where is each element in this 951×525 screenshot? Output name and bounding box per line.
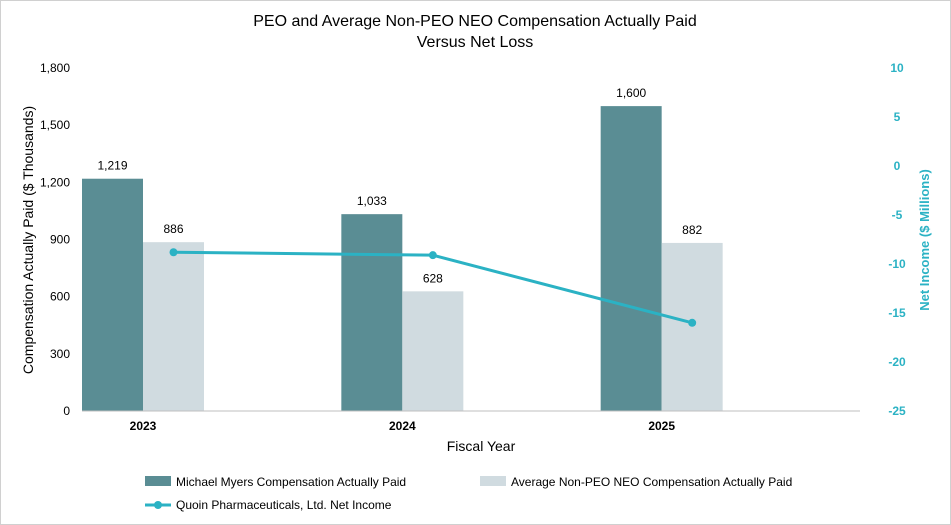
y-tick-label: 600 xyxy=(50,290,70,304)
legend-label-net-income: Quoin Pharmaceuticals, Ltd. Net Income xyxy=(176,498,392,512)
net-income-point-2025 xyxy=(688,318,697,327)
bar-average-non-peo-2025 xyxy=(661,242,723,411)
bar-data-label: 1,219 xyxy=(97,159,127,173)
y2-axis-title: Net Income ($ Millions) xyxy=(917,169,932,311)
y-axis-title: Compensation Actually Paid ($ Thousands) xyxy=(20,106,36,374)
legend-label-michael-myers: Michael Myers Compensation Actually Paid xyxy=(176,475,406,489)
y2-tick-label: 0 xyxy=(894,159,901,173)
y-tick-label: 1,800 xyxy=(40,61,70,75)
y2-tick-label: -15 xyxy=(888,306,906,320)
y-tick-label: 0 xyxy=(63,404,70,418)
legend-swatch-net-income-marker xyxy=(154,501,162,509)
bar-average-non-peo-2023 xyxy=(143,242,204,411)
bar-data-label: 882 xyxy=(682,223,702,237)
legend-label-average-non-peo: Average Non-PEO NEO Compensation Actuall… xyxy=(511,475,792,489)
bar-michael-myers-2025 xyxy=(600,106,662,411)
y2-tick-label: -5 xyxy=(892,208,903,222)
y2-tick-label: 5 xyxy=(894,110,901,124)
y2-tick-label: -25 xyxy=(888,404,906,418)
legend-swatch-michael-myers xyxy=(145,476,171,486)
x-tick-label: 2025 xyxy=(648,419,675,433)
bar-data-label: 886 xyxy=(163,222,183,236)
net-income-point-2023 xyxy=(169,248,178,257)
x-tick-label: 2024 xyxy=(389,419,416,433)
bar-data-label: 1,033 xyxy=(357,194,387,208)
legend-swatch-average-non-peo xyxy=(480,476,506,486)
net-income-point-2024 xyxy=(428,251,437,260)
x-axis-title: Fiscal Year xyxy=(447,438,516,454)
y2-tick-label: -20 xyxy=(888,355,906,369)
y-tick-label: 1,500 xyxy=(40,118,70,132)
y-tick-label: 900 xyxy=(50,233,70,247)
chart-title-line-2: Versus Net Loss xyxy=(417,34,534,51)
bar-michael-myers-2023 xyxy=(82,178,143,411)
bar-data-label: 1,600 xyxy=(616,86,646,100)
y-tick-label: 1,200 xyxy=(40,175,70,189)
y2-tick-label: -10 xyxy=(888,257,906,271)
bar-data-label: 628 xyxy=(423,271,443,285)
y-tick-label: 300 xyxy=(50,347,70,361)
chart-title-line-1: PEO and Average Non-PEO NEO Compensation… xyxy=(253,13,697,30)
bar-average-non-peo-2024 xyxy=(402,291,464,411)
legend: Michael Myers Compensation Actually Paid… xyxy=(145,475,792,512)
y2-tick-label: 10 xyxy=(890,61,904,75)
x-tick-label: 2023 xyxy=(130,419,157,433)
bar-michael-myers-2024 xyxy=(341,214,403,411)
